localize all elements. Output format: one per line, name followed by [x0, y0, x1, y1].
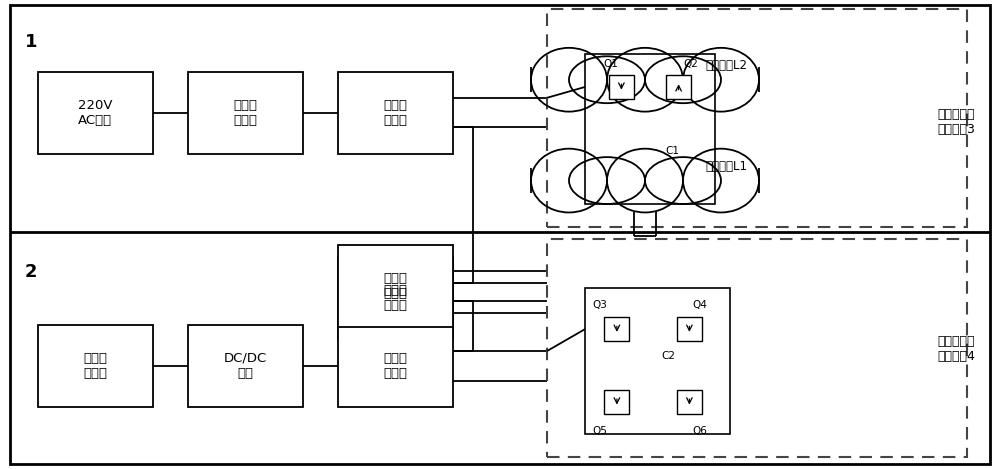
- Text: Q1: Q1: [603, 59, 618, 69]
- Bar: [338, 325, 452, 407]
- Text: Q3: Q3: [592, 300, 607, 310]
- Bar: [547, 9, 967, 227]
- Text: 2: 2: [25, 263, 38, 280]
- Text: C1: C1: [665, 146, 679, 157]
- Text: DC/DC
电路: DC/DC 电路: [223, 352, 267, 380]
- Bar: [585, 54, 715, 204]
- Bar: [38, 72, 152, 154]
- Bar: [188, 325, 302, 407]
- Text: 整流滤
波电路: 整流滤 波电路: [233, 98, 257, 127]
- Bar: [609, 75, 634, 98]
- Bar: [604, 318, 629, 341]
- Bar: [338, 257, 452, 339]
- Text: 检测识
别模块: 检测识 别模块: [383, 272, 407, 300]
- Text: 1: 1: [25, 33, 38, 51]
- Bar: [338, 72, 452, 154]
- Text: C2: C2: [661, 351, 675, 362]
- Text: 整流滤
波电路: 整流滤 波电路: [383, 352, 407, 380]
- Text: 检测识
别模块: 检测识 别模块: [383, 284, 407, 312]
- Text: 二次侧串联
谐振电路4: 二次侧串联 谐振电路4: [937, 335, 975, 363]
- Text: 发射线圈L1: 发射线圈L1: [705, 160, 747, 173]
- Text: 高频逆
变电路: 高频逆 变电路: [383, 98, 407, 127]
- Bar: [677, 390, 702, 414]
- Text: Q4: Q4: [692, 300, 707, 310]
- Bar: [338, 245, 452, 327]
- Bar: [666, 75, 691, 98]
- Text: Q2: Q2: [684, 59, 698, 69]
- Bar: [677, 318, 702, 341]
- Bar: [188, 72, 302, 154]
- Bar: [585, 288, 730, 434]
- Text: 接收线圈L2: 接收线圈L2: [705, 59, 747, 72]
- Bar: [604, 390, 629, 414]
- Text: 220V
AC输入: 220V AC输入: [78, 98, 112, 127]
- Text: 一次侧串联
谐振电路3: 一次侧串联 谐振电路3: [937, 108, 975, 136]
- Text: Q6: Q6: [692, 426, 707, 436]
- Bar: [38, 325, 152, 407]
- Bar: [547, 239, 967, 457]
- Text: Q5: Q5: [592, 426, 607, 436]
- Text: 设备直
流供电: 设备直 流供电: [83, 352, 107, 380]
